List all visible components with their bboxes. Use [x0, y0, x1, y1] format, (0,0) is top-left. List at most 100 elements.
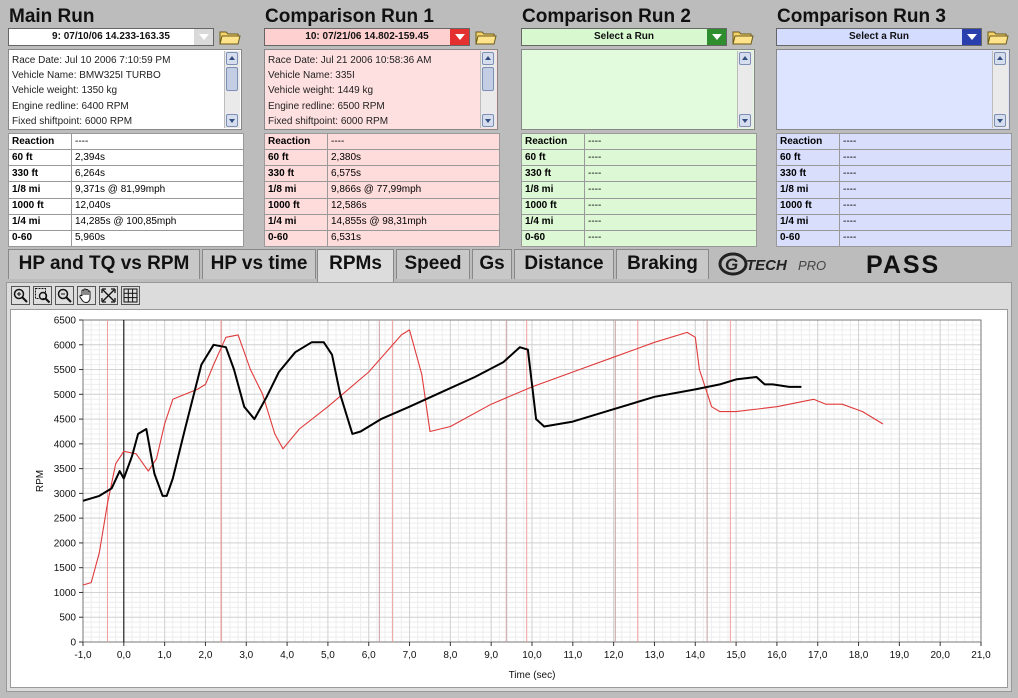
- info-scrollbar[interactable]: [992, 51, 1008, 128]
- stats-value: 6,531s: [327, 229, 500, 248]
- dropdown-arrow-icon[interactable]: [194, 29, 213, 45]
- stats-label: 60 ft: [521, 149, 585, 167]
- y-tick-label: 3000: [54, 489, 77, 500]
- stats-label: 1000 ft: [8, 197, 72, 215]
- run-stats-table: Reaction ---- 60 ft ---- 330 ft ---- 1/8 mi ---…: [521, 132, 757, 248]
- run-select-dropdown[interactable]: Select a Run: [776, 28, 982, 46]
- stats-value: 2,394s: [71, 149, 244, 167]
- stats-row: 1/4 mi ----: [776, 213, 1012, 231]
- x-tick-label: 11,0: [563, 650, 582, 661]
- x-tick-label: 18,0: [849, 650, 869, 661]
- stats-row: 1/8 mi ----: [521, 181, 757, 199]
- stats-value: 6,575s: [327, 165, 500, 183]
- stats-value: ----: [839, 229, 1012, 248]
- x-tick-label: 1,0: [158, 650, 172, 661]
- run-select-dropdown[interactable]: 9: 07/10/06 14.233-163.35: [8, 28, 214, 46]
- stats-label: Reaction: [8, 132, 72, 151]
- open-folder-icon[interactable]: [732, 29, 754, 45]
- zoom-out-icon[interactable]: [55, 286, 74, 305]
- stats-value: ----: [327, 132, 500, 151]
- stats-value: ----: [839, 132, 1012, 151]
- stats-label: 1/8 mi: [8, 181, 72, 199]
- info-line: Vehicle Name: 335I: [268, 70, 355, 82]
- info-line: Engine redline: 6500 RPM: [268, 100, 385, 112]
- open-folder-icon[interactable]: [219, 29, 241, 45]
- zoom-in-icon[interactable]: [11, 286, 30, 305]
- grid-toggle-icon[interactable]: [121, 286, 140, 305]
- stats-label: 330 ft: [521, 165, 585, 183]
- scroll-up-icon[interactable]: [226, 52, 238, 65]
- open-folder-icon[interactable]: [475, 29, 497, 45]
- scroll-up-icon[interactable]: [739, 52, 751, 65]
- stats-label: 60 ft: [776, 149, 840, 167]
- tab-hp-vs-time[interactable]: HP vs time: [202, 249, 316, 279]
- comparison-run-1-panel: Comparison Run 1 10: 07/21/06 14.802-159…: [264, 0, 502, 248]
- stats-value: 14,285s @ 100,85mph: [71, 213, 244, 231]
- info-scrollbar[interactable]: [224, 51, 240, 128]
- stats-label: 1/4 mi: [8, 213, 72, 231]
- y-tick-label: 0: [70, 638, 76, 649]
- run-select-value: Select a Run: [848, 31, 910, 42]
- open-folder-icon[interactable]: [987, 29, 1009, 45]
- zoom-fit-icon[interactable]: [99, 286, 118, 305]
- dropdown-arrow-icon[interactable]: [450, 29, 469, 45]
- stats-value: 12,586s: [327, 197, 500, 215]
- run-select-dropdown[interactable]: 10: 07/21/06 14.802-159.45: [264, 28, 470, 46]
- plot-area[interactable]: -1,0 0,0 1,0 2,0 3,0 4,0 5,0 6,0 7,0 8,0 9,0 10,0 11…: [10, 309, 1008, 688]
- stats-row: 60 ft ----: [521, 149, 757, 167]
- pan-hand-icon[interactable]: [77, 286, 96, 305]
- stats-label: 1000 ft: [521, 197, 585, 215]
- stats-label: 0-60: [776, 229, 840, 248]
- tab-rpms[interactable]: RPMs: [317, 249, 394, 283]
- stats-label: 1000 ft: [776, 197, 840, 215]
- rpm-chart[interactable]: -1,0 0,0 1,0 2,0 3,0 4,0 5,0 6,0 7,0 8,0 9,0 10,0 11…: [11, 310, 1007, 687]
- stats-label: 1/4 mi: [776, 213, 840, 231]
- dropdown-arrow-icon[interactable]: [707, 29, 726, 45]
- run-select-dropdown[interactable]: Select a Run: [521, 28, 727, 46]
- logo-pro-text: PRO: [798, 258, 826, 273]
- scroll-down-icon[interactable]: [994, 114, 1006, 127]
- info-line: Rollout: 30 cm, 0.40sec: [12, 129, 221, 130]
- run-stats-table: Reaction ---- 60 ft 2,380s 330 ft 6,575s 1/8 m…: [264, 132, 500, 248]
- stats-row: 1000 ft 12,586s: [264, 197, 500, 215]
- logo-g-text: G: [725, 255, 738, 274]
- tab-distance[interactable]: Distance: [514, 249, 614, 279]
- comparison-run-2-panel: Comparison Run 2 Select a Run Reaction --…: [521, 0, 759, 248]
- stats-value: ----: [584, 132, 757, 151]
- stats-row: 1000 ft ----: [521, 197, 757, 215]
- run-info-box: [521, 49, 755, 130]
- comparison-run-3-panel: Comparison Run 3 Select a Run Reaction --…: [776, 0, 1014, 248]
- y-tick-label: 1000: [54, 588, 77, 599]
- x-tick-label: 20,0: [930, 650, 950, 661]
- info-scrollbar[interactable]: [480, 51, 496, 128]
- x-tick-label: 17,0: [808, 650, 828, 661]
- dropdown-arrow-icon[interactable]: [962, 29, 981, 45]
- tab-hp-tq-vs-rpm[interactable]: HP and TQ vs RPM: [8, 249, 200, 279]
- tab-braking[interactable]: Braking: [616, 249, 709, 279]
- x-tick-label: 3,0: [239, 650, 253, 661]
- x-tick-label: 16,0: [767, 650, 787, 661]
- scroll-thumb[interactable]: [226, 67, 238, 91]
- scroll-up-icon[interactable]: [994, 52, 1006, 65]
- scroll-down-icon[interactable]: [482, 114, 494, 127]
- zoom-region-icon[interactable]: [33, 286, 52, 305]
- run-select-value: 10: 07/21/06 14.802-159.45: [305, 31, 429, 42]
- scroll-up-icon[interactable]: [482, 52, 494, 65]
- stats-label: 1/8 mi: [521, 181, 585, 199]
- stats-row: 1000 ft ----: [776, 197, 1012, 215]
- scroll-down-icon[interactable]: [226, 114, 238, 127]
- y-tick-label: 1500: [54, 563, 77, 574]
- y-tick-label: 3500: [54, 464, 77, 475]
- stats-value: 14,855s @ 98,31mph: [327, 213, 500, 231]
- y-tick-label: 2000: [54, 538, 77, 549]
- stats-label: 330 ft: [776, 165, 840, 183]
- run-stats-table: Reaction ---- 60 ft ---- 330 ft ---- 1/8 mi ---…: [776, 132, 1012, 248]
- info-scrollbar[interactable]: [737, 51, 753, 128]
- scroll-thumb[interactable]: [482, 67, 494, 91]
- scroll-down-icon[interactable]: [739, 114, 751, 127]
- panel-title: Comparison Run 3: [777, 6, 946, 27]
- tab-speed[interactable]: Speed: [396, 249, 470, 279]
- x-tick-label: 9,0: [484, 650, 498, 661]
- x-tick-label: 2,0: [199, 650, 213, 661]
- tab-gs[interactable]: Gs: [472, 249, 512, 279]
